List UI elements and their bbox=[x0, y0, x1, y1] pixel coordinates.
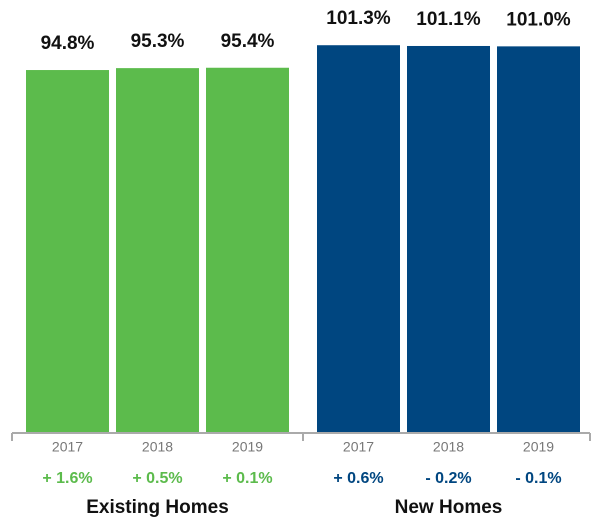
x-tick-label: 2018 bbox=[142, 439, 173, 455]
value-label: 101.3% bbox=[326, 8, 391, 29]
value-label: 101.0% bbox=[506, 9, 571, 30]
value-label: 94.8% bbox=[41, 33, 95, 54]
value-label: 101.1% bbox=[416, 9, 481, 30]
bar bbox=[206, 67, 289, 432]
x-tick-label: 2017 bbox=[52, 439, 83, 455]
x-tick-label: 2019 bbox=[523, 439, 554, 455]
value-label: 95.3% bbox=[131, 31, 185, 52]
change-label: + 0.5% bbox=[132, 470, 182, 487]
bar bbox=[317, 45, 400, 433]
group-label: Existing Homes bbox=[86, 497, 229, 518]
change-label: - 0.1% bbox=[515, 470, 561, 487]
bar bbox=[116, 68, 199, 433]
x-tick-label: 2019 bbox=[232, 439, 263, 455]
bar bbox=[407, 45, 490, 433]
change-label: + 0.1% bbox=[222, 470, 272, 487]
change-label: + 0.6% bbox=[333, 470, 383, 487]
group-label: New Homes bbox=[395, 497, 503, 518]
bar bbox=[497, 46, 580, 432]
change-label: + 1.6% bbox=[42, 470, 92, 487]
bar bbox=[26, 70, 109, 432]
x-tick-label: 2017 bbox=[343, 439, 374, 455]
value-label: 95.4% bbox=[221, 31, 275, 52]
change-label: - 0.2% bbox=[425, 470, 471, 487]
x-tick-label: 2018 bbox=[433, 439, 464, 455]
